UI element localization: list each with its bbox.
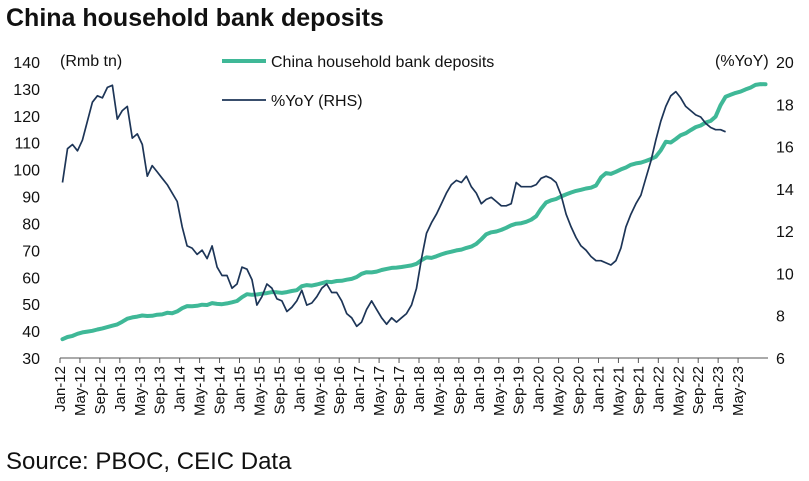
x-tick-label: May-17 <box>371 366 388 416</box>
x-tick-label: Jan-17 <box>351 366 368 412</box>
left-y-axis-ticks: 30 40 50 60 70 80 90 100 110 120 130 140 <box>13 55 40 368</box>
x-tick-label: Sep-21 <box>630 366 647 414</box>
right-y-tick-label: 20 <box>776 55 794 72</box>
legend-label-yoy: %YoY (RHS) <box>271 93 363 110</box>
left-y-tick-label: 120 <box>13 109 40 126</box>
x-tick-label: Jan-22 <box>650 366 667 412</box>
x-tick-label: May-12 <box>72 366 89 416</box>
right-y-axis-ticks: 6 8 10 12 14 16 18 20 <box>776 55 794 368</box>
chart-title: China household bank deposits <box>6 4 384 32</box>
x-axis-ticks: Jan-12 May-12 Sep-12 Jan-13 May-13 Sep-13 Jan-… <box>52 358 747 416</box>
left-y-tick-label: 140 <box>13 55 40 72</box>
x-tick-label: Sep-14 <box>212 366 229 414</box>
x-tick-label: Sep-18 <box>451 366 468 414</box>
x-tick-label: Sep-13 <box>152 366 169 414</box>
left-y-tick-label: 70 <box>22 243 40 260</box>
right-y-tick-label: 18 <box>776 97 794 114</box>
x-tick-label: Jan-18 <box>411 366 428 412</box>
x-tick-label: Jan-20 <box>531 366 548 412</box>
x-tick-label: Jan-23 <box>710 366 727 412</box>
left-y-tick-label: 100 <box>13 163 40 180</box>
x-tick-label: May-14 <box>192 366 209 416</box>
x-tick-label: Sep-16 <box>331 366 348 414</box>
left-y-tick-label: 40 <box>22 324 40 341</box>
right-y-tick-label: 12 <box>776 224 794 241</box>
right-axis-label: (%YoY) <box>715 53 769 70</box>
left-y-tick-label: 90 <box>22 190 40 207</box>
right-y-tick-label: 14 <box>776 182 794 199</box>
right-y-tick-label: 10 <box>776 266 794 283</box>
x-tick-label: Jan-13 <box>112 366 129 412</box>
x-tick-label: Sep-20 <box>571 366 588 414</box>
left-y-tick-label: 110 <box>14 136 40 153</box>
x-tick-label: May-16 <box>311 366 328 416</box>
left-y-tick-label: 60 <box>22 270 40 287</box>
x-tick-label: May-18 <box>431 366 448 416</box>
x-tick-label: May-19 <box>491 366 508 416</box>
x-tick-label: May-13 <box>132 366 149 416</box>
legend-label-deposits: China household bank deposits <box>271 54 494 71</box>
x-tick-label: Sep-15 <box>271 366 288 414</box>
x-tick-label: Jan-16 <box>291 366 308 412</box>
x-tick-label: Jan-19 <box>471 366 488 412</box>
yoy-series-line <box>61 84 726 328</box>
legend: China household bank deposits %YoY (RHS) <box>222 54 494 110</box>
x-tick-label: May-21 <box>610 366 627 416</box>
x-tick-label: May-20 <box>551 366 568 416</box>
left-y-tick-label: 80 <box>22 216 40 233</box>
left-y-tick-label: 30 <box>22 351 40 368</box>
x-tick-label: May-23 <box>730 366 747 416</box>
left-y-tick-label: 50 <box>22 297 40 314</box>
right-y-tick-label: 8 <box>776 309 785 326</box>
x-tick-label: Jan-14 <box>172 366 189 412</box>
x-tick-label: Sep-17 <box>391 366 408 414</box>
x-tick-label: Sep-22 <box>690 366 707 414</box>
x-tick-label: May-22 <box>670 366 687 416</box>
right-y-tick-label: 16 <box>776 140 794 157</box>
source-note: Source: PBOC, CEIC Data <box>6 448 292 475</box>
deposits-series-line <box>60 82 768 342</box>
x-tick-label: May-15 <box>251 366 268 416</box>
x-tick-label: Sep-19 <box>511 366 528 414</box>
left-axis-label: (Rmb tn) <box>60 53 122 70</box>
x-tick-label: Jan-21 <box>590 366 607 412</box>
x-tick-label: Sep-12 <box>92 366 109 414</box>
x-tick-label: Jan-12 <box>52 366 69 412</box>
right-y-tick-label: 6 <box>776 351 785 368</box>
left-y-tick-label: 130 <box>13 82 40 99</box>
x-tick-label: Jan-15 <box>231 366 248 412</box>
